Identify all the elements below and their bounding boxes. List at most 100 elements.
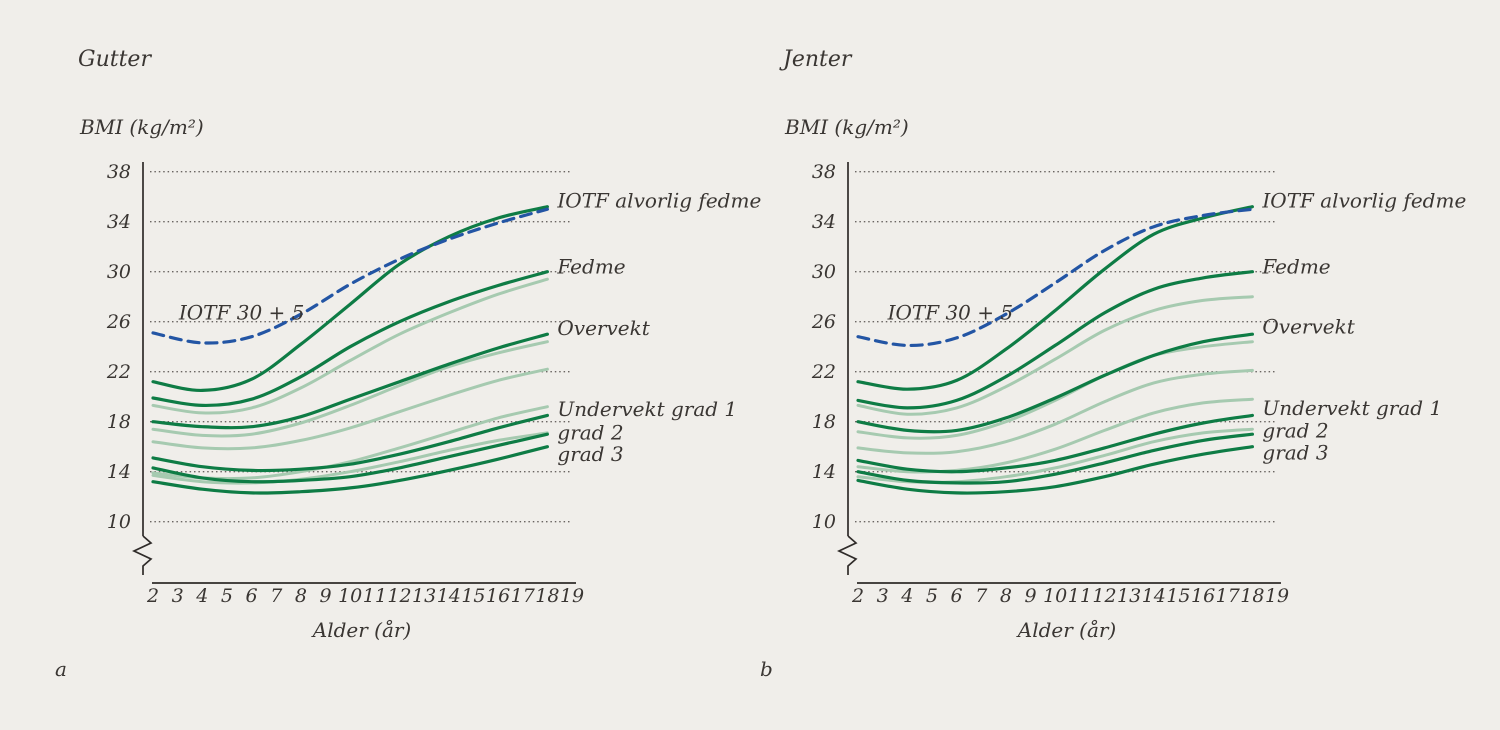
y-tick-label: 10: [812, 511, 836, 533]
x-tick-label: 12: [1092, 585, 1116, 607]
panel-letter-a: a: [55, 657, 67, 681]
x-tick-label: 6: [246, 585, 258, 607]
curve-overvekt: [856, 332, 1254, 434]
chart-title-gutter: Gutter: [78, 47, 151, 72]
x-tick-label: 15: [461, 585, 485, 607]
y-tick-label: 34: [107, 211, 131, 233]
x-tick-label: 9: [320, 585, 332, 607]
curve-label-iotf-alvorlig-fedme: IOTF alvorlig fedme: [1261, 188, 1466, 212]
curve-iotf-alvorlig-fedme: [856, 205, 1254, 391]
curve-label-undervekt-grad-2: grad 2: [557, 420, 623, 444]
y-tick-label: 30: [107, 261, 131, 283]
x-tick-label: 13: [412, 585, 436, 607]
y-tick-label: 18: [107, 411, 131, 433]
curve-reference-curve-3: [856, 368, 1254, 455]
chart-title-jenter: Jenter: [783, 47, 852, 72]
curve-label-undervekt-grad-3: grad 3: [557, 442, 623, 466]
x-tick-label: 19: [1265, 585, 1289, 607]
curve-reference-curve-1: [856, 295, 1254, 416]
y-tick-label: 10: [107, 511, 131, 533]
curve-label-iotf-30-plus-5: IOTF 30 + 5: [887, 300, 1014, 324]
curve-fedme: [151, 270, 549, 408]
x-tick-label: 17: [1216, 585, 1241, 607]
x-tick-label: 7: [270, 585, 283, 607]
curve-reference-curve-2: [151, 340, 549, 438]
x-tick-label: 11: [363, 585, 387, 607]
x-tick-label: 5: [221, 585, 233, 607]
curve-label-iotf-30-plus-5: IOTF 30 + 5: [178, 300, 305, 324]
chart-panel-gutter: Gutter BMI (kg/m²) 38 34 30 26 22 18 14 10 2 3 4 5 6…: [55, 45, 785, 705]
curve-reference-curve-3: [151, 367, 549, 451]
x-tick-label: 18: [535, 585, 559, 607]
curve-label-undervekt-grad-3: grad 3: [1262, 440, 1328, 464]
y-tick-label: 22: [106, 361, 131, 383]
x-tick-label: 19: [560, 585, 584, 607]
x-axis-title: Alder (år): [311, 618, 412, 642]
y-tick-label: 26: [811, 311, 836, 333]
x-tick-label: 18: [1240, 585, 1264, 607]
x-tick-label: 14: [437, 585, 461, 607]
curve-label-fedme: Fedme: [556, 255, 625, 279]
y-tick-label: 18: [812, 411, 836, 433]
curve-label-overvekt: Overvekt: [557, 316, 650, 340]
x-tick-label: 17: [511, 585, 536, 607]
y-axis-break: [132, 535, 153, 575]
curve-undervekt-grad-1: [856, 413, 1254, 474]
curve-reference-curve-1: [151, 277, 549, 415]
x-tick-label: 11: [1068, 585, 1092, 607]
x-tick-label: 2: [851, 585, 864, 607]
x-tick-label: 15: [1166, 585, 1190, 607]
curve-fedme: [856, 270, 1254, 410]
y-tick-label: 38: [107, 161, 131, 183]
y-tick-label: 34: [812, 211, 836, 233]
panel-letter-b: b: [760, 657, 773, 681]
y-tick-label: 38: [812, 161, 836, 183]
y-tick-label: 14: [812, 461, 836, 483]
x-tick-label: 9: [1025, 585, 1037, 607]
x-tick-label: 3: [877, 585, 889, 607]
x-tick-label: 4: [900, 585, 913, 607]
y-tick-label: 22: [811, 361, 836, 383]
curve-undervekt-grad-2: [151, 432, 549, 484]
x-tick-label: 2: [146, 585, 159, 607]
y-tick-label: 30: [812, 261, 836, 283]
y-axis-title: BMI (kg/m²): [785, 115, 909, 139]
curve-iotf-30-plus-5: [151, 207, 549, 345]
chart-panel-jenter: Jenter BMI (kg/m²) 38 34 30 26 22 18 14 10 2 3 4 5 6…: [760, 45, 1490, 705]
y-axis-title: BMI (kg/m²): [80, 115, 204, 139]
curve-overvekt: [151, 332, 549, 430]
x-tick-label: 13: [1117, 585, 1141, 607]
chart-plot-area-jenter: 38 34 30 26 22 18 14 10 2 3 4 5 6 7 8 9 10 11 12 13 14 15 16 17…: [760, 140, 1470, 660]
x-tick-label: 12: [387, 585, 411, 607]
curve-undervekt-grad-1: [151, 413, 549, 473]
x-tick-label: 16: [486, 585, 510, 607]
y-axis-break: [837, 535, 858, 575]
curve-label-iotf-alvorlig-fedme: IOTF alvorlig fedme: [556, 188, 761, 212]
x-tick-label: 4: [195, 585, 208, 607]
x-tick-label: 6: [951, 585, 963, 607]
curve-iotf-alvorlig-fedme: [151, 205, 549, 393]
curve-undervekt-grad-3: [151, 445, 549, 495]
x-tick-label: 16: [1191, 585, 1215, 607]
curve-label-undervekt-grad-1: Undervekt grad 1: [1262, 396, 1442, 420]
x-tick-label: 10: [1043, 585, 1067, 607]
chart-plot-area-gutter: 38 34 30 26 22 18 14 10 2 3 4 5 6 7 8 9 10 11 12 13 14 15 16 17…: [55, 140, 765, 660]
curve-undervekt-grad-3: [856, 445, 1254, 495]
curve-undervekt-grad-2: [856, 432, 1254, 485]
x-tick-label: 8: [295, 585, 307, 607]
curve-label-undervekt-grad-1: Undervekt grad 1: [557, 397, 737, 421]
curve-label-fedme: Fedme: [1261, 255, 1330, 279]
x-tick-label: 3: [172, 585, 184, 607]
curve-reference-curve-2: [856, 340, 1254, 440]
y-tick-label: 26: [106, 311, 131, 333]
x-tick-label: 10: [338, 585, 362, 607]
x-tick-label: 7: [975, 585, 988, 607]
x-tick-label: 14: [1142, 585, 1166, 607]
curve-iotf-30-plus-5: [856, 207, 1254, 348]
x-tick-label: 8: [1000, 585, 1012, 607]
curve-label-overvekt: Overvekt: [1262, 315, 1355, 339]
curve-reference-curve-5: [151, 431, 549, 485]
